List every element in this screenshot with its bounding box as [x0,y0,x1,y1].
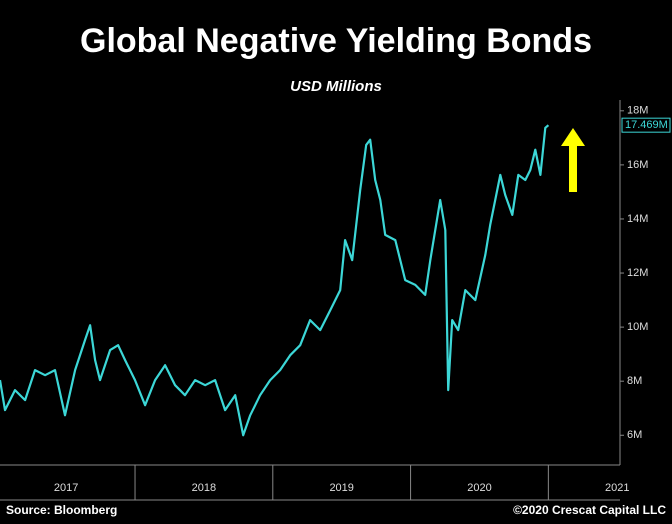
y-tick-label: 14M [627,213,648,225]
x-tick-label: 2021 [605,482,629,494]
last-value-box [621,117,671,133]
x-tick-label: 2019 [329,482,353,494]
y-tick-label: 18M [627,105,648,117]
copyright: ©2020 Crescat Capital LLC [513,503,666,517]
x-tick-label: 2017 [54,482,78,494]
y-tick-label: 10M [627,321,648,333]
x-tick-label: 2020 [467,482,491,494]
x-tick-label: 2018 [192,482,216,494]
y-tick-label: 8M [627,375,642,387]
last-value-label: 17.469M [625,119,668,131]
y-tick-label: 12M [627,267,648,279]
chart-subtitle: USD Millions [290,78,382,95]
y-tick-label: 16M [627,159,648,171]
chart-title: Global Negative Yielding Bonds [80,22,592,60]
y-tick-label: 6M [627,429,642,441]
up-arrow [561,128,585,192]
source: Source: Bloomberg [6,503,117,517]
line-series [0,124,550,437]
